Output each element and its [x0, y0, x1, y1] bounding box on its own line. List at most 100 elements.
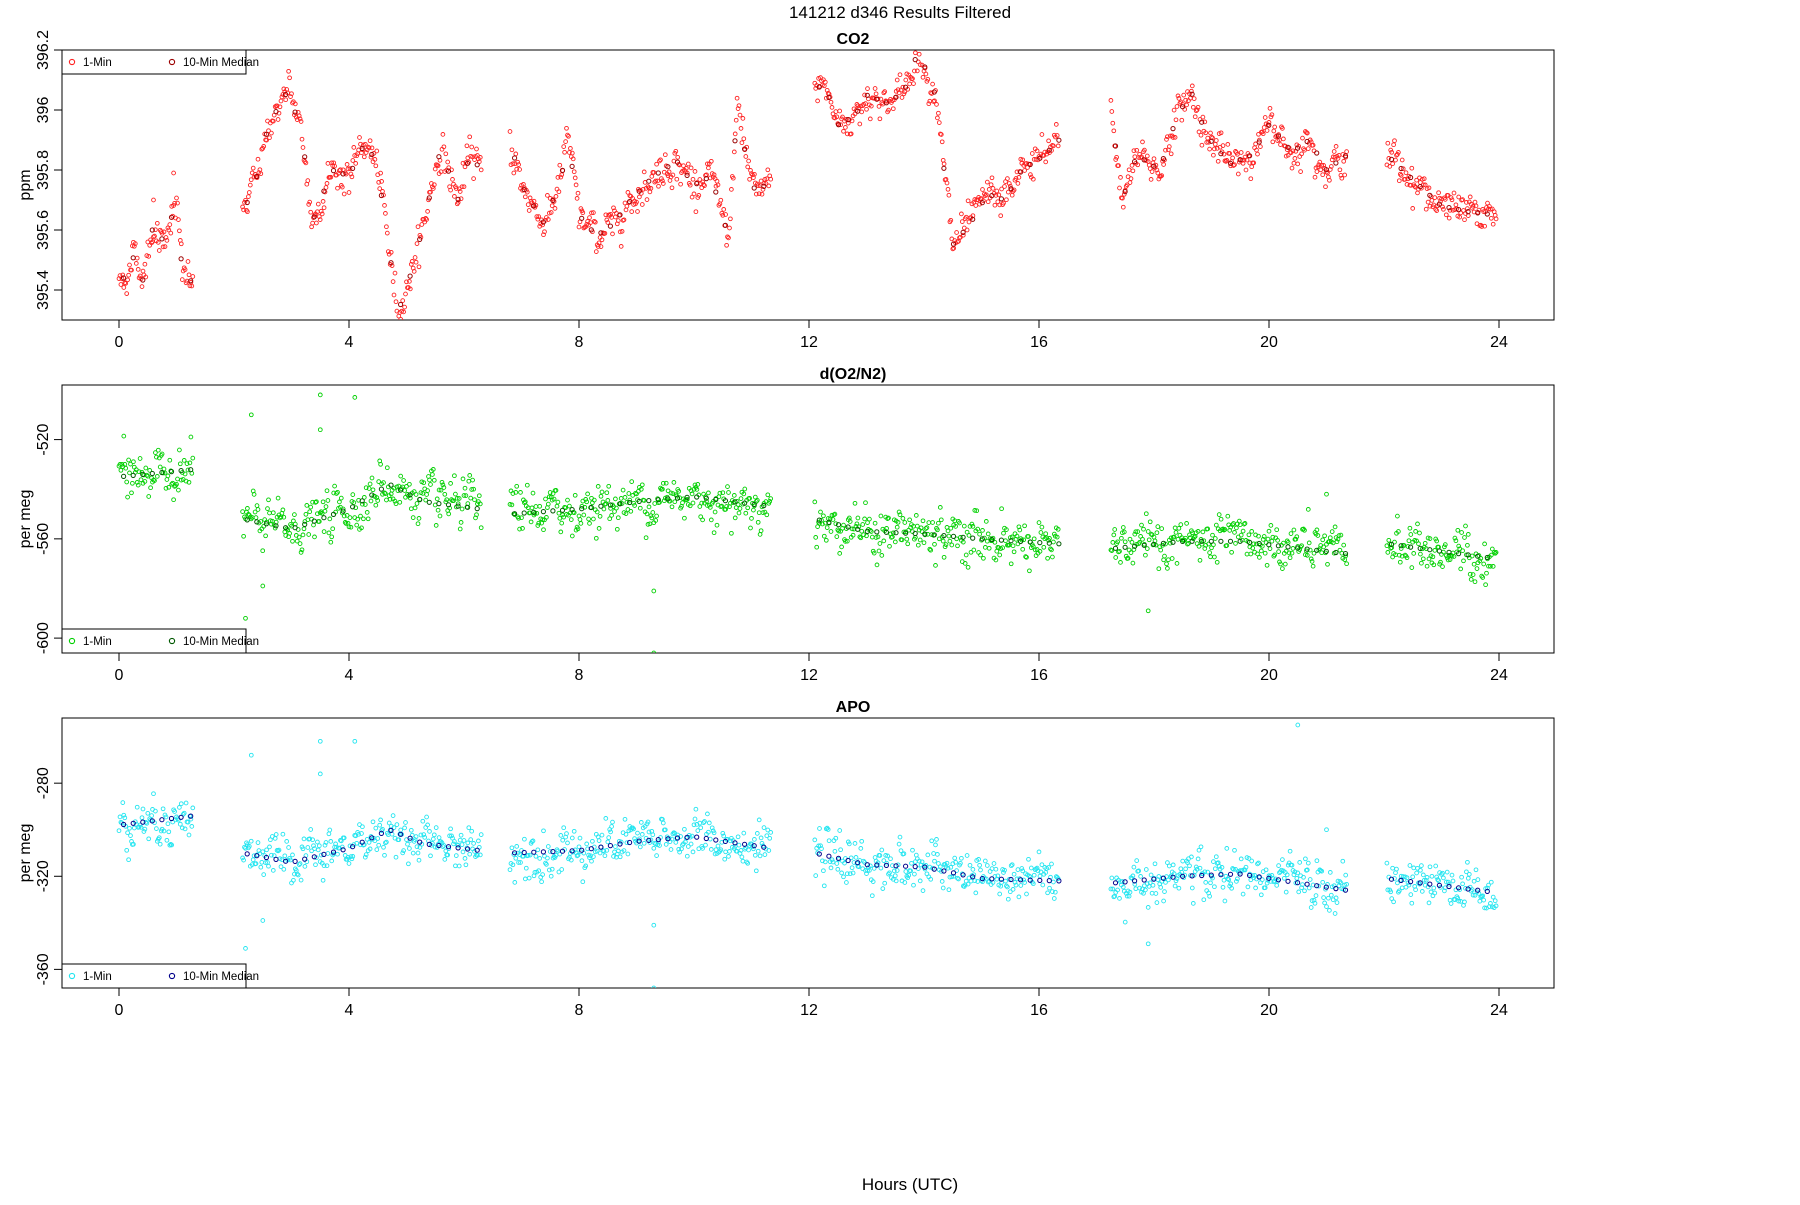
point-1min — [1477, 558, 1483, 564]
point-1min — [849, 865, 855, 871]
point-1min — [728, 838, 733, 844]
point-1min — [140, 268, 146, 274]
point-1min — [1389, 545, 1395, 550]
point-1min — [157, 841, 163, 847]
point-1min — [1459, 874, 1464, 880]
point-1min — [339, 844, 345, 850]
point-10min-median — [330, 511, 337, 518]
point-1min — [837, 551, 843, 556]
point-1min — [401, 848, 406, 853]
point-1min — [291, 877, 296, 883]
point-1min — [1210, 532, 1215, 538]
point-1min — [1174, 561, 1180, 566]
point-1min — [247, 182, 253, 188]
point-1min — [1149, 169, 1155, 174]
point-10min-median — [311, 854, 317, 860]
point-1min — [551, 496, 557, 502]
point-10min-median — [989, 536, 995, 543]
point-1min — [761, 825, 767, 830]
point-1min — [1256, 860, 1261, 866]
point-1min — [1445, 557, 1451, 563]
point-1min — [544, 515, 549, 520]
point-1min — [126, 272, 131, 278]
point-1min — [983, 519, 989, 524]
point-1min — [949, 874, 955, 880]
point-1min — [1482, 223, 1487, 229]
point-1min — [619, 229, 625, 234]
point-1min — [246, 843, 252, 849]
point-10min-median — [1046, 147, 1052, 153]
point-1min — [1201, 897, 1207, 903]
point-1min — [1435, 877, 1441, 882]
point-1min — [703, 842, 708, 848]
point-10min-median — [359, 839, 365, 845]
point-10min-median — [722, 222, 729, 228]
point-1min — [1046, 138, 1051, 144]
point-1min — [433, 523, 439, 528]
point-1min — [1439, 872, 1444, 877]
point-1min — [944, 180, 950, 186]
point-1min — [818, 843, 823, 849]
point-1min — [578, 521, 584, 526]
point-1min — [338, 167, 343, 173]
point-1min — [733, 117, 739, 123]
point-1min — [425, 488, 430, 493]
point-1min — [425, 209, 430, 214]
point-1min — [746, 847, 751, 853]
point-1min — [413, 834, 419, 839]
point-1min — [301, 526, 307, 532]
point-10min-median — [816, 517, 822, 523]
point-10min-median — [1247, 872, 1253, 879]
point-1min — [549, 866, 555, 872]
point-1min — [181, 458, 187, 463]
point-10min-median — [1314, 883, 1320, 889]
legend-box — [61, 628, 247, 654]
point-1min — [706, 820, 712, 826]
point-1min — [266, 128, 271, 134]
point-1min — [877, 116, 883, 122]
point-1min — [877, 541, 883, 546]
point-10min-median — [1199, 872, 1205, 879]
point-1min — [241, 857, 246, 863]
point-1min — [1170, 862, 1176, 868]
point-1min — [1113, 157, 1119, 162]
point-1min — [729, 498, 735, 503]
point-1min — [1305, 507, 1311, 512]
point-10min-median — [1046, 540, 1052, 546]
point-1min — [1114, 154, 1119, 160]
point-1min — [745, 164, 751, 170]
point-1min — [139, 284, 145, 289]
point-10min-median — [1475, 887, 1481, 893]
point-1min — [985, 879, 991, 885]
point-10min-median — [1151, 541, 1157, 547]
point-1min — [830, 859, 836, 865]
point-10min-median — [1132, 543, 1138, 549]
point-1min — [1464, 200, 1469, 205]
point-1min — [384, 465, 390, 471]
point-1min — [858, 846, 864, 851]
point-1min — [548, 210, 554, 215]
point-1min — [163, 235, 169, 240]
point-1min — [631, 826, 636, 832]
point-1min — [760, 510, 766, 515]
point-1min — [737, 851, 743, 856]
point-1min — [902, 520, 908, 525]
point-1min — [931, 99, 936, 104]
point-1min — [384, 839, 389, 845]
point-1min — [153, 808, 158, 814]
point-1min — [717, 490, 723, 496]
point-1min — [1492, 898, 1498, 904]
point-1min — [1054, 133, 1060, 138]
point-1min — [926, 520, 932, 525]
point-1min — [881, 538, 887, 544]
point-10min-median — [1333, 160, 1339, 166]
point-1min — [711, 830, 717, 836]
point-1min — [1392, 138, 1397, 144]
point-1min — [329, 534, 335, 540]
point-1min — [1404, 555, 1410, 561]
point-1min — [453, 186, 459, 191]
legend-label: 10-Min Median — [183, 971, 259, 983]
point-1min — [384, 224, 389, 230]
point-1min — [529, 505, 535, 511]
point-1min — [1311, 550, 1317, 556]
